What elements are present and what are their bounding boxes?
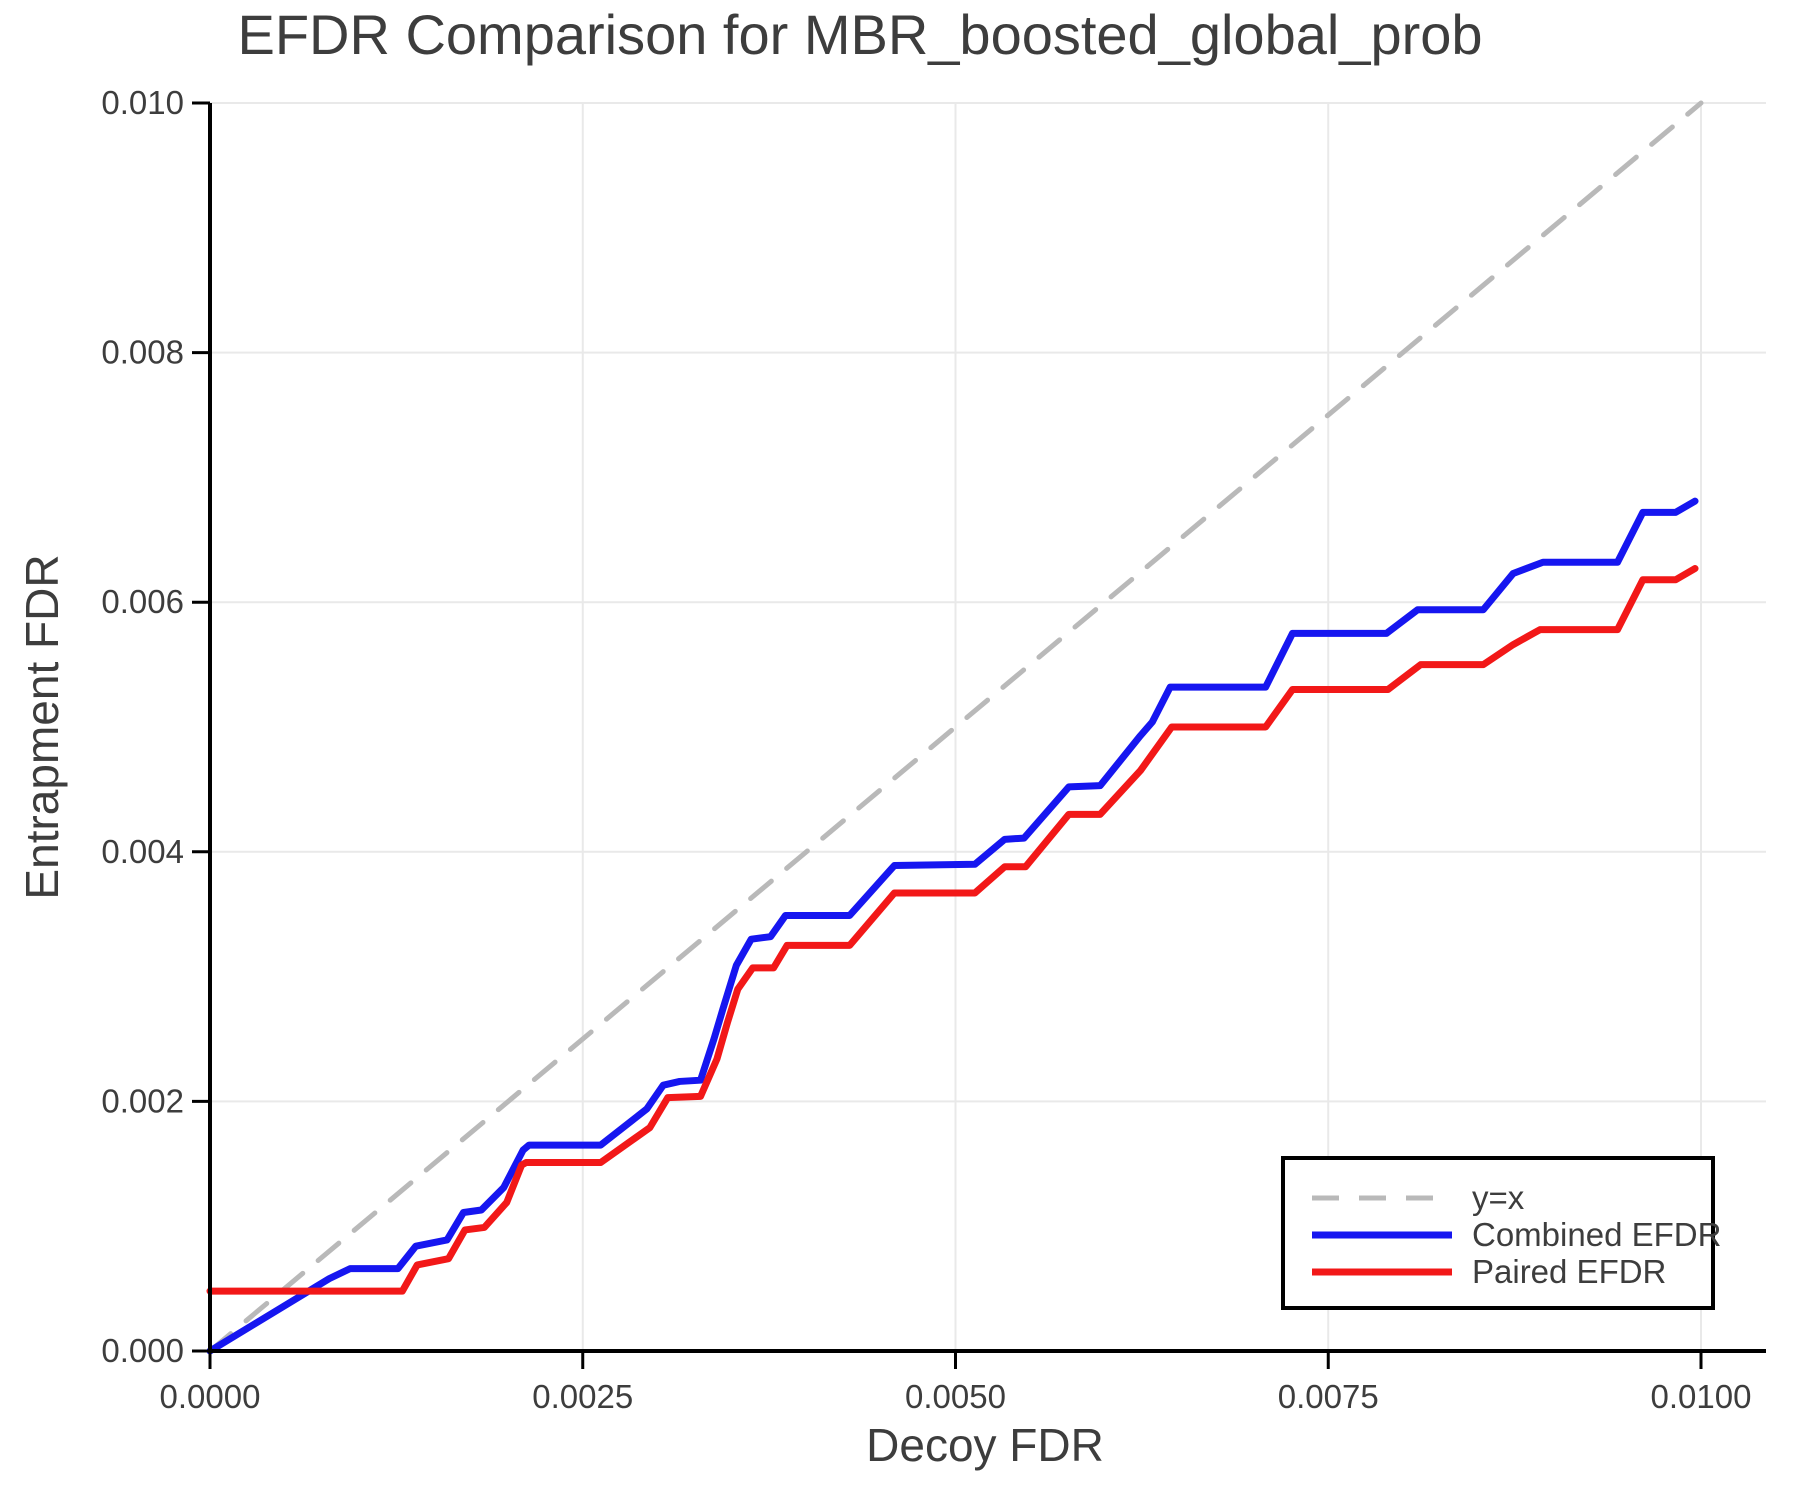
y-tick-label: 0.002 <box>101 1082 184 1119</box>
x-tick-label: 0.0075 <box>1278 1378 1379 1415</box>
x-tick-labels: 0.0000 0.0025 0.0050 0.0075 0.0100 <box>160 1378 1752 1415</box>
gridlines <box>210 102 1766 1351</box>
y-tick-label: 0.008 <box>101 334 184 371</box>
series-line-combined <box>206 497 1699 1355</box>
series-line-paired <box>206 565 1699 1295</box>
x-axis-label: Decoy FDR <box>866 1419 1104 1471</box>
legend-label-combined: Combined EFDR <box>1472 1216 1721 1253</box>
x-tick-label: 0.0025 <box>532 1378 633 1415</box>
y-tick-labels: 0.000 0.002 0.004 0.006 0.008 0.010 <box>101 84 184 1369</box>
legend-label-paired: Paired EFDR <box>1472 1253 1666 1290</box>
y-tick-label: 0.000 <box>101 1332 184 1369</box>
legend-label-identity: y=x <box>1472 1179 1525 1216</box>
y-tick-label: 0.004 <box>101 833 184 870</box>
axes-spines <box>208 103 1766 1353</box>
x-tick-label: 0.0100 <box>1651 1378 1752 1415</box>
y-tick-label: 0.006 <box>101 583 184 620</box>
chart-title: EFDR Comparison for MBR_boosted_global_p… <box>237 3 1483 66</box>
x-tick-label: 0.0000 <box>160 1378 261 1415</box>
series-line-identity <box>207 100 1704 1354</box>
x-tick-label: 0.0050 <box>905 1378 1006 1415</box>
y-tick-label: 0.010 <box>101 84 184 121</box>
tick-marks <box>192 101 1703 1369</box>
